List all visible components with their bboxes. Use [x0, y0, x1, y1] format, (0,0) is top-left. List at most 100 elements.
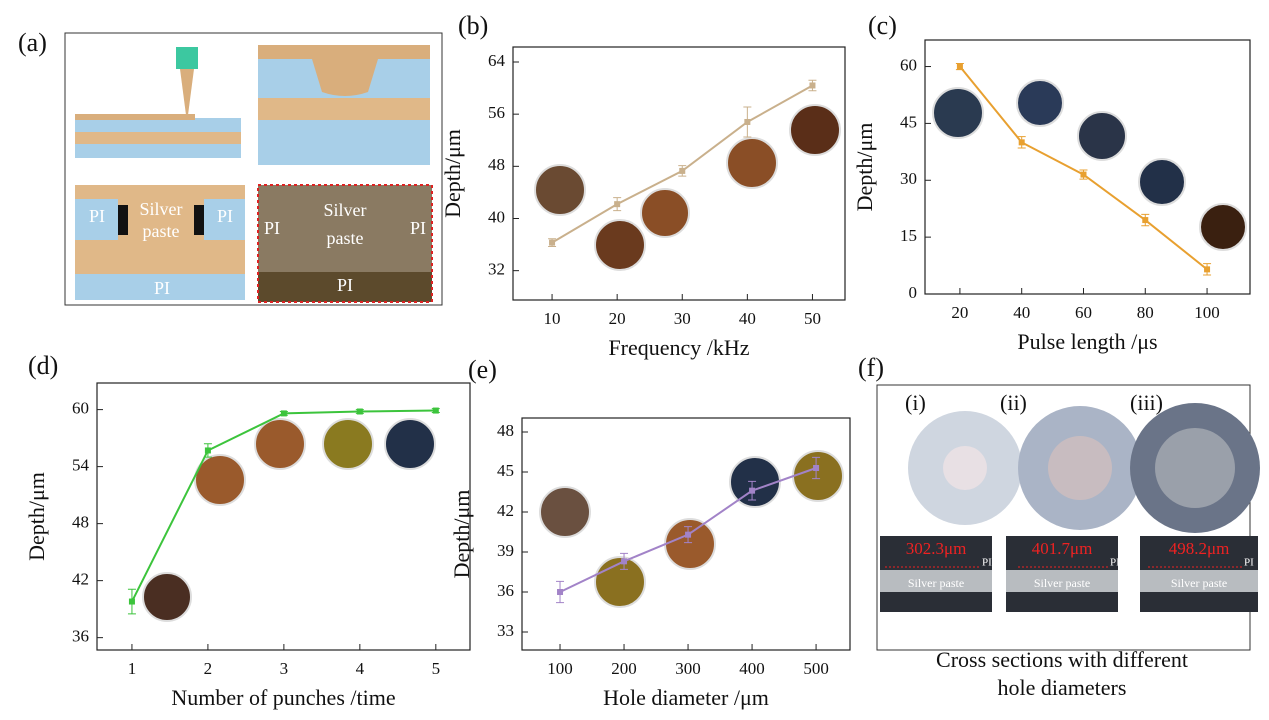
x-tick-label: 30	[674, 309, 691, 328]
panel-label: (f)	[858, 353, 884, 382]
cross-sections: (i) (ii) (iii) 302.3μm 401.7μm 498.2μm P…	[876, 384, 1260, 700]
paste	[312, 59, 378, 96]
caption: Cross sections with different	[936, 647, 1188, 672]
data-point	[749, 487, 756, 494]
y-tick-label: 48	[488, 155, 505, 174]
layer	[75, 132, 241, 144]
x-tick-label: 20	[951, 303, 968, 322]
photo	[1155, 428, 1235, 508]
data-point	[685, 531, 692, 538]
y-tick-label: 56	[488, 103, 505, 122]
layer	[1006, 570, 1118, 592]
x-tick-label: 60	[1075, 303, 1092, 322]
label: (i)	[905, 390, 926, 415]
plot-frame	[512, 46, 846, 301]
y-axis-title: Depth/μm	[449, 490, 474, 579]
panel-label: (d)	[28, 351, 58, 380]
data-point	[1142, 217, 1149, 224]
label: PI	[1110, 557, 1120, 569]
layer	[75, 118, 241, 132]
photo	[729, 456, 781, 508]
y-tick-label: 54	[72, 456, 90, 475]
photo	[943, 446, 987, 490]
label: (ii)	[1000, 390, 1027, 415]
plot-frame	[521, 417, 851, 651]
photo	[1077, 111, 1127, 161]
label: PI	[982, 557, 992, 569]
label: Silver	[140, 199, 183, 219]
y-tick-label: 60	[900, 55, 917, 74]
data-point	[614, 201, 621, 208]
y-axis-title: Depth/μm	[440, 129, 465, 218]
x-tick-label: 4	[356, 659, 365, 678]
y-tick-label: 42	[72, 570, 89, 589]
y-tick-label: 60	[72, 399, 89, 418]
layer	[1140, 570, 1258, 592]
frame	[876, 384, 1251, 651]
frame	[257, 184, 433, 303]
layer	[880, 570, 992, 592]
data-point	[813, 465, 820, 471]
label: (iii)	[1130, 390, 1163, 415]
y-tick-label: 45	[900, 112, 917, 131]
x-tick-label: 1	[128, 659, 137, 678]
label: PI	[217, 206, 233, 226]
line-chart: 33 36 39 42 45 48 100 200 300 400 500 Hole diameter…	[449, 417, 851, 710]
nozzle-tip	[180, 69, 194, 115]
y-axis-title: Depth/μm	[852, 123, 877, 212]
frame	[64, 32, 443, 306]
y-tick-label: 33	[497, 621, 514, 640]
layer	[258, 45, 430, 59]
layer	[75, 144, 241, 158]
photo-insets	[142, 79, 1247, 622]
diameter: 498.2μm	[1169, 539, 1230, 558]
label: PI	[264, 218, 280, 238]
photo	[254, 418, 306, 470]
x-tick-label: 80	[1137, 303, 1154, 322]
photo	[726, 137, 778, 189]
line-chart: 0 15 30 45 60 20 40 60 80 100 Pulse length /μs Dept…	[852, 39, 1251, 354]
y-tick-label: 48	[72, 513, 89, 532]
photo	[534, 164, 586, 216]
diameter: 401.7μm	[1032, 539, 1093, 558]
data-point	[432, 407, 439, 414]
x-tick-label: 50	[804, 309, 821, 328]
photo	[384, 418, 436, 470]
photo	[142, 572, 192, 622]
x-axis-title: Frequency /kHz	[608, 335, 749, 360]
gap	[118, 205, 128, 235]
y-axis-title: Depth/μm	[24, 472, 49, 561]
x-tick-label: 100	[547, 659, 573, 678]
x-axis-title: Hole diameter /μm	[603, 685, 769, 710]
photo	[322, 418, 374, 470]
y-tick-label: 30	[900, 169, 917, 188]
x-tick-label: 10	[544, 309, 561, 328]
data-point	[204, 447, 211, 454]
panel-label: (e)	[468, 355, 497, 384]
label: Silver paste	[1034, 576, 1090, 590]
y-tick-label: 32	[488, 260, 505, 279]
layer	[75, 240, 245, 274]
photo	[1138, 158, 1186, 206]
photo	[194, 454, 246, 506]
data-point	[128, 598, 135, 605]
photo	[1048, 436, 1112, 500]
y-tick-label: 39	[497, 541, 514, 560]
y-tick-label: 64	[488, 51, 506, 70]
label: PI	[1244, 557, 1254, 569]
data-point	[280, 410, 287, 417]
photo	[594, 219, 646, 271]
data-point	[1080, 171, 1087, 178]
data-point	[1018, 139, 1025, 146]
data-point	[744, 118, 751, 125]
data-point	[557, 589, 564, 595]
label: PI	[337, 275, 353, 295]
label: paste	[143, 221, 180, 241]
layer	[258, 98, 430, 120]
photo	[1016, 79, 1064, 127]
layer	[75, 185, 245, 199]
label: paste	[327, 228, 364, 248]
y-tick-label: 42	[497, 501, 514, 520]
y-tick-label: 36	[72, 627, 89, 646]
